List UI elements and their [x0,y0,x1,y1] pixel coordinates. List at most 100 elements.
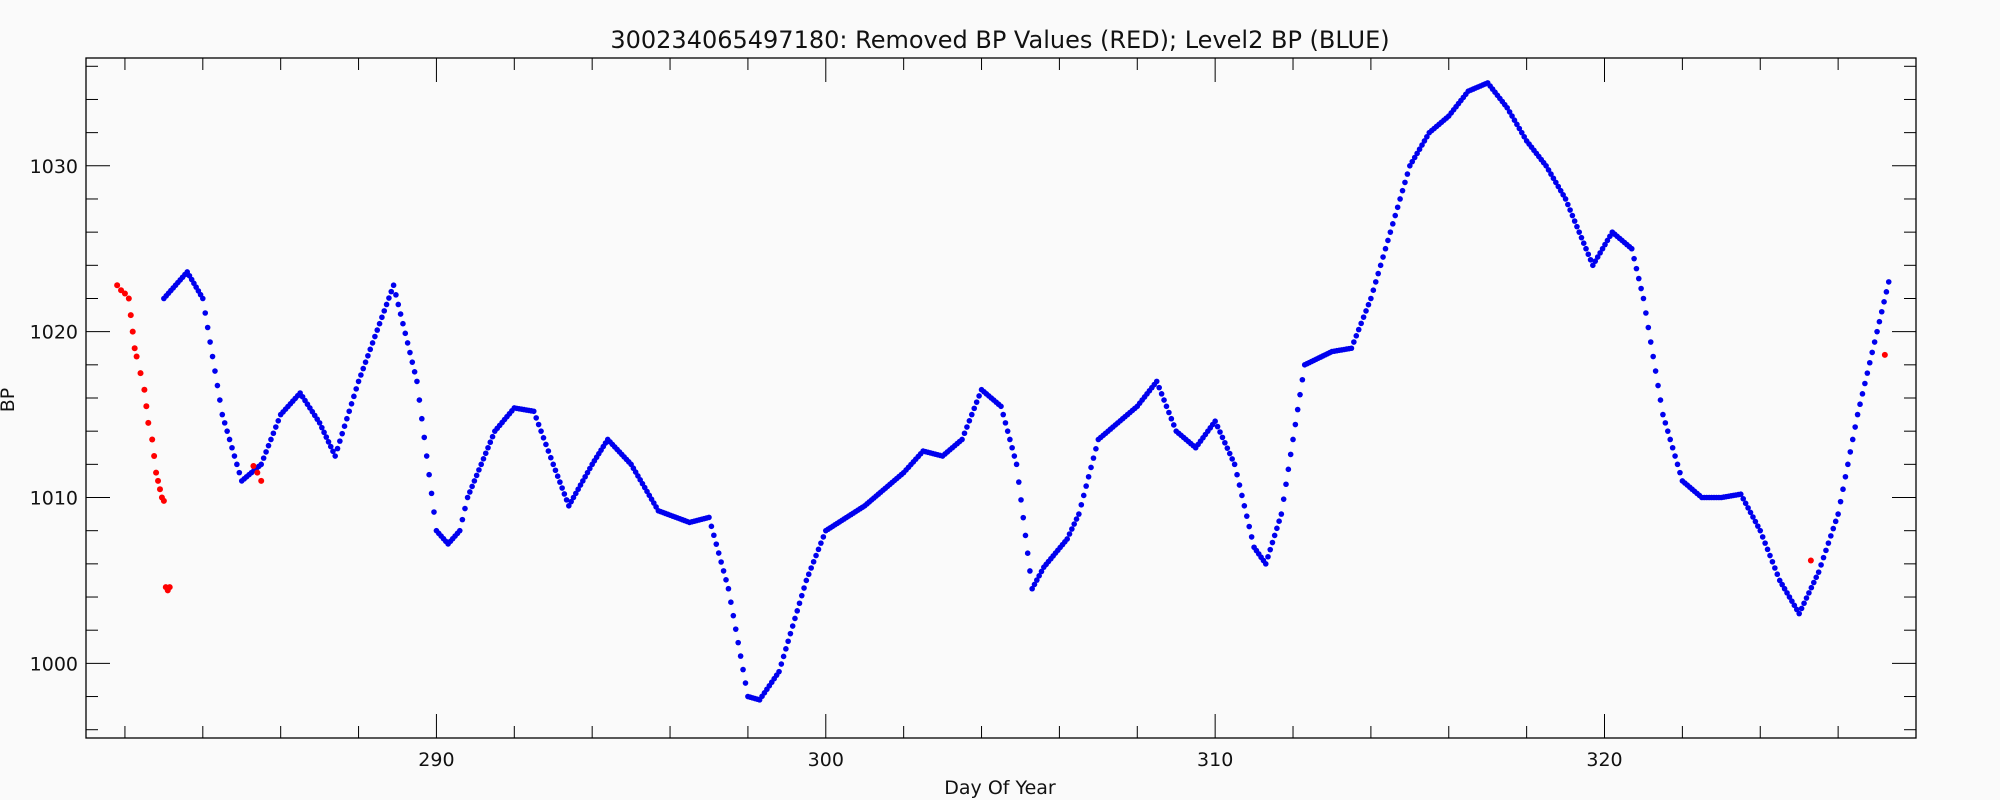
removed-bp-point [250,463,257,469]
level2-bp-point [1607,233,1613,240]
level2-bp-point [1808,584,1815,591]
level2-bp-point [1278,511,1285,517]
removed-bp-point [145,419,152,426]
level2-bp-point [234,461,240,468]
level2-bp-point [1024,550,1031,556]
level2-bp-point [1166,409,1172,416]
level2-bp-point [1506,109,1513,115]
level2-bp-point [1857,401,1863,408]
level2-bp-point [1635,275,1642,282]
level2-bp-point [548,454,554,461]
level2-bp-point [533,415,539,421]
level2-bp-point [1830,525,1837,532]
level2-bp-point [200,295,206,302]
level2-bp-point [1781,585,1788,592]
level2-bp-point [369,340,376,346]
level2-bp-point [1076,511,1082,517]
level2-bp-point [1576,229,1583,235]
level2-bp-point [540,435,547,441]
level2-bp-point [1034,577,1040,583]
level2-bp-point [1236,482,1243,488]
removed-bp-point [141,386,148,393]
level2-bp-point [360,365,367,372]
level2-bp-point [1567,207,1573,213]
level2-bp-point [706,514,712,521]
level2-bp-point [1677,469,1683,476]
level2-bp-point [1421,138,1428,144]
level2-bp-point [397,311,404,317]
level2-bp-point [559,485,565,491]
level2-bp-point [976,393,982,399]
level2-bp-point [339,430,346,437]
level2-bp-point [400,320,406,327]
removed-bp-point [155,477,162,484]
level2-bp-point [1064,536,1070,542]
level2-bp-point [476,467,482,473]
level2-bp-point [327,443,334,450]
removed-bp-point [151,453,158,460]
level2-bp-point [1365,301,1372,308]
level2-bp-point [787,630,794,637]
x-tick-label: 300 [808,749,844,771]
level2-bp-point [1219,434,1226,441]
level2-bp-point [337,438,343,444]
level2-bp-point [1871,339,1878,345]
level2-bp-point [1645,324,1652,331]
level2-bp-point [1852,424,1858,430]
level2-bp-point [1416,146,1423,153]
level2-bp-point [462,505,468,512]
level2-bp-point [1009,444,1015,451]
level2-bp-point [1585,251,1592,258]
level2-bp-point [1069,526,1075,532]
level2-bp-point [1631,255,1637,262]
level2-bp-point [1399,187,1406,194]
level2-bp-point [431,509,437,515]
level2-bp-point [1597,250,1603,256]
level2-bp-point [1292,421,1299,428]
level2-bp-point [1015,479,1022,485]
level2-bp-point [1518,129,1525,136]
level2-bp-point [1290,436,1296,443]
level2-bp-point [1018,497,1024,503]
level2-bp-point [1599,245,1606,252]
level2-bp-point [273,424,279,430]
level2-bp-point [464,494,471,501]
level2-bp-point [1168,415,1175,422]
level2-bp-point [1840,486,1846,493]
level2-bp-point [404,340,411,346]
removed-bp-point [153,469,160,476]
level2-bp-point [718,559,724,565]
level2-bp-point [260,455,267,461]
removed-bp-point [121,290,128,297]
level2-bp-point [1569,212,1576,219]
level2-bp-point [1647,339,1654,345]
y-tick-label: 1000 [30,653,78,675]
level2-bp-point [275,418,282,424]
level2-bp-point [388,288,395,295]
level2-bp-point [554,473,561,479]
x-tick-label: 310 [1197,749,1233,771]
level2-bp-point [778,661,785,667]
level2-bp-point [1002,420,1009,426]
level2-bp-point [1662,420,1669,426]
level2-bp-point [552,467,559,474]
level2-bp-point [1000,411,1007,418]
level2-bp-point [1363,308,1369,314]
level2-bp-point [1786,594,1793,600]
level2-bp-point [1553,179,1559,186]
level2-bp-point [545,448,552,454]
level2-bp-point [202,310,209,316]
y-tick-label: 1030 [30,156,78,178]
level2-bp-point [1387,229,1394,235]
level2-bp-point [530,408,537,415]
level2-bp-point [1239,492,1245,499]
level2-bp-point [1571,218,1578,224]
level2-bp-point [1038,568,1045,575]
level2-bp-point [1548,171,1554,177]
level2-bp-point [1793,606,1800,613]
level2-bp-point [1590,262,1596,269]
level2-bp-point [708,523,715,530]
level2-bp-point [1759,534,1766,540]
level2-bp-point [1842,473,1849,480]
removed-bp-point [118,287,125,294]
